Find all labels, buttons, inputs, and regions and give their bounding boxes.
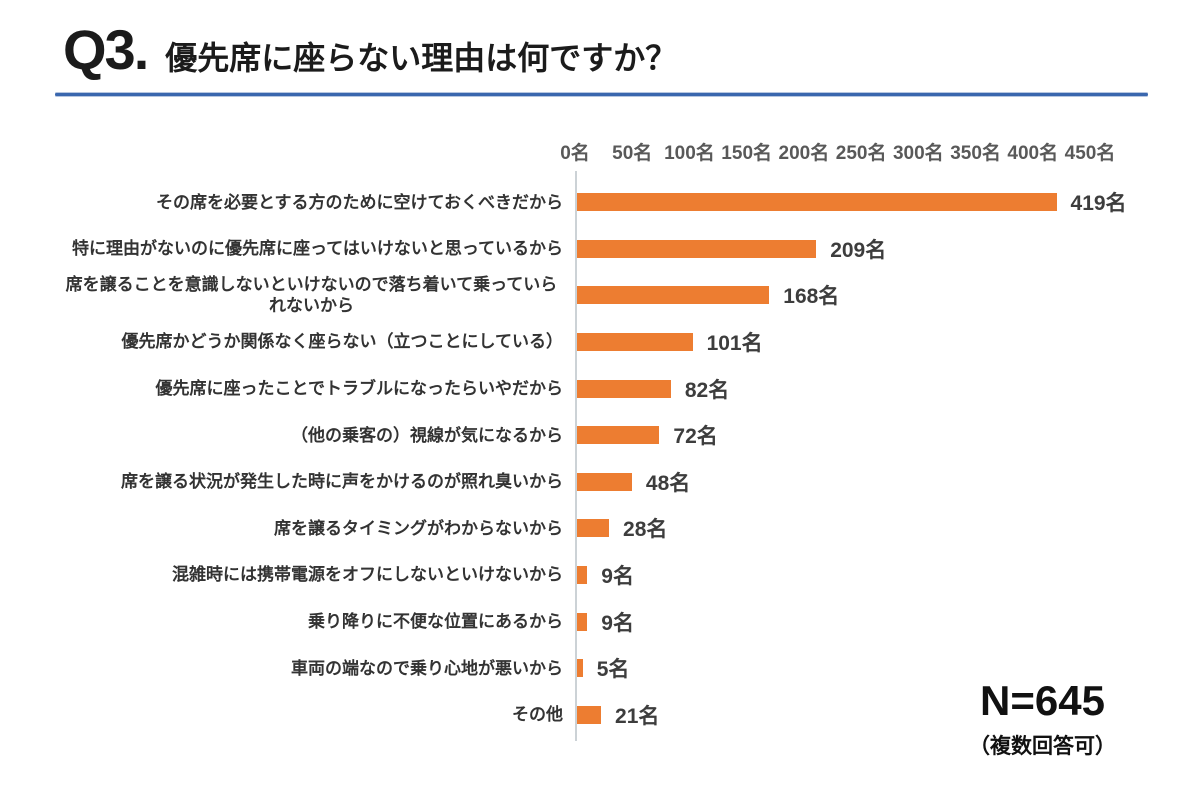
value-label: 72名 bbox=[673, 425, 718, 449]
bar bbox=[577, 566, 588, 585]
x-tick-label: 0名 bbox=[560, 143, 590, 164]
value-label: 48名 bbox=[645, 471, 691, 495]
value-label: 419名 bbox=[1070, 192, 1127, 216]
bar bbox=[577, 612, 588, 631]
page-header: Q3. 優先席に座らない理由は何ですか？ bbox=[63, 22, 677, 78]
value-label: 209名 bbox=[830, 238, 887, 262]
multiple-answers-note: （複数回答可） bbox=[969, 735, 1116, 758]
value-label: 9名 bbox=[601, 611, 634, 635]
bar bbox=[577, 519, 610, 538]
bar bbox=[577, 239, 817, 258]
chart-row: 優先席に座ったことでトラブルになったらいやだから 82名 bbox=[0, 365, 1199, 412]
x-tick-label: 150名 bbox=[721, 143, 773, 164]
category-label: 席を譲る状況が発生した時に声をかけるのが照れ臭いから bbox=[121, 472, 563, 492]
x-tick-label: 400名 bbox=[1007, 143, 1059, 164]
bar bbox=[577, 286, 770, 305]
chart-row: （他の乗客の）視線が気になるから 72名 bbox=[0, 412, 1199, 459]
x-tick-label: 300名 bbox=[892, 143, 944, 164]
x-tick-label: 50名 bbox=[612, 143, 653, 164]
x-tick-label: 250名 bbox=[835, 143, 887, 164]
chart-row: 乗り降りに不便な位置にあるから 9名 bbox=[0, 598, 1199, 645]
value-label: 101名 bbox=[706, 332, 763, 356]
category-label: （他の乗客の）視線が気になるから bbox=[291, 425, 563, 445]
chart-row: 特に理由がないのに優先席に座ってはいけないと思っているから 209名 bbox=[0, 226, 1199, 273]
value-label: 82名 bbox=[684, 378, 730, 402]
value-label: 168名 bbox=[783, 285, 840, 309]
bar bbox=[577, 472, 632, 491]
category-label: 特に理由がないのに優先席に座ってはいけないと思っているから bbox=[72, 239, 563, 259]
value-label: 9名 bbox=[601, 565, 634, 589]
category-label: 優先席かどうか関係なく座らない（立つことにしている） bbox=[121, 332, 564, 352]
bar bbox=[577, 705, 602, 724]
x-tick-label: 450名 bbox=[1064, 143, 1116, 164]
category-label: その他 bbox=[512, 705, 563, 725]
sample-size: N=645 bbox=[980, 677, 1105, 724]
chart-row: 席を譲ることを意識しないといけないので落ち着いて乗っていられないから 168名 bbox=[0, 272, 1199, 319]
question-number: Q3. bbox=[63, 18, 149, 81]
chart-row: 席を譲る状況が発生した時に声をかけるのが照れ臭いから 48名 bbox=[0, 459, 1199, 506]
chart-row: その席を必要とする方のために空けておくべきだから 419名 bbox=[0, 179, 1199, 226]
category-label: 優先席に座ったことでトラブルになったらいやだから bbox=[155, 379, 564, 399]
category-label: 席を譲るタイミングがわからないから bbox=[274, 518, 563, 538]
value-label: 28名 bbox=[623, 518, 668, 542]
value-label: 5名 bbox=[596, 658, 630, 682]
bar bbox=[577, 379, 671, 398]
chart-row: 優先席かどうか関係なく座らない（立つことにしている） 101名 bbox=[0, 319, 1199, 366]
bar bbox=[577, 193, 1057, 212]
category-label: 席を譲ることを意識しないといけないので落ち着いて乗っていられないから bbox=[65, 275, 558, 316]
chart-row: 混雑時には携帯電源をオフにしないといけないから 9名 bbox=[0, 552, 1199, 599]
x-tick-label: 200名 bbox=[778, 143, 830, 164]
bar bbox=[577, 333, 693, 352]
bar bbox=[577, 659, 583, 678]
x-tick-label: 100名 bbox=[664, 143, 715, 164]
x-axis-ticks: 0名 50名 100名 150名 200名 250名 300名 350名 400名 450名 bbox=[560, 138, 1115, 164]
category-label: その席を必要とする方のために空けておくべきだから bbox=[156, 192, 563, 212]
bar bbox=[577, 426, 660, 445]
chart-row: 車両の端なので乗り心地が悪いから 5名 bbox=[0, 645, 1199, 692]
title-underline bbox=[55, 93, 1148, 96]
sample-size-block: N=645 （複数回答可） bbox=[945, 680, 1140, 760]
category-label: 混雑時には携帯電源をオフにしないといけないから bbox=[172, 565, 563, 585]
bar-chart: その席を必要とする方のために空けておくべきだから 419名特に理由がないのに優先席… bbox=[0, 179, 1199, 738]
chart-row: 席を譲るタイミングがわからないから 28名 bbox=[0, 505, 1199, 552]
y-axis-line bbox=[575, 171, 577, 741]
page-title: 優先席に座らない理由は何ですか？ bbox=[165, 40, 678, 76]
value-label: 21名 bbox=[615, 704, 660, 728]
chart-row: その他 21名 bbox=[0, 692, 1199, 739]
x-tick-label: 350名 bbox=[950, 143, 1001, 164]
category-label: 車両の端なので乗り心地が悪いから bbox=[291, 658, 563, 678]
category-label: 乗り降りに不便な位置にあるから bbox=[308, 612, 563, 632]
